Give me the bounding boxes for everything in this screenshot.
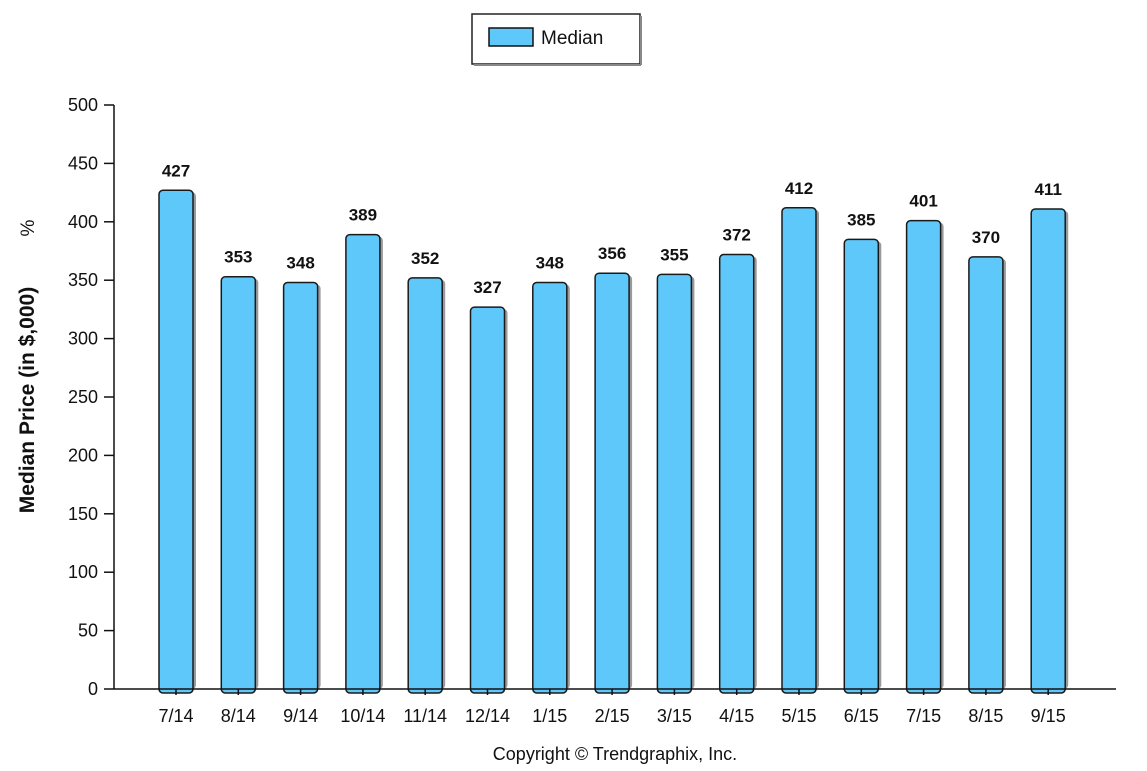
x-tick-label: 1/15 xyxy=(532,706,567,726)
y-tick-label: 50 xyxy=(78,621,98,641)
y-tick-label: 450 xyxy=(68,153,98,173)
bar-value-label: 355 xyxy=(660,245,688,264)
bar-group: 385 xyxy=(843,210,882,694)
bar xyxy=(843,238,880,694)
x-tick-label: 11/14 xyxy=(403,706,447,726)
bar xyxy=(220,275,257,694)
chart-legend: Median xyxy=(471,13,642,66)
bar xyxy=(594,272,630,694)
y-axis-label: Median Price (in $,000) % xyxy=(16,219,39,513)
bar-group: 372 xyxy=(718,226,757,694)
bar-group: 327 xyxy=(469,278,508,694)
bar xyxy=(345,233,381,694)
x-tick-label: 7/15 xyxy=(906,706,941,726)
bar-value-label: 348 xyxy=(536,254,564,273)
bar-value-label: 401 xyxy=(909,192,937,211)
bar-value-label: 389 xyxy=(349,206,377,225)
y-tick-label: 150 xyxy=(68,504,98,524)
bar-group: 412 xyxy=(781,179,819,694)
bar-value-label: 427 xyxy=(162,161,190,180)
bar-group: 356 xyxy=(594,244,633,694)
bar-group: 353 xyxy=(220,248,259,694)
y-axis-title: Median Price (in $,000) xyxy=(16,287,39,513)
bar-group: 348 xyxy=(282,254,321,694)
bar-value-label: 385 xyxy=(847,210,875,229)
bar-group: 355 xyxy=(656,245,695,694)
x-tick-label: 8/15 xyxy=(968,706,1003,726)
bar-group: 427 xyxy=(158,161,196,694)
y-tick-label: 500 xyxy=(68,95,98,115)
x-tick-label: 12/14 xyxy=(465,706,510,726)
x-tick-label: 3/15 xyxy=(657,706,692,726)
y-tick-label: 250 xyxy=(68,387,98,407)
x-tick-label: 7/14 xyxy=(158,706,193,726)
bar-group: 352 xyxy=(407,249,446,694)
bar xyxy=(282,281,319,694)
y-tick-label: 200 xyxy=(68,445,98,465)
x-tick-label: 9/14 xyxy=(283,706,318,726)
y-tick-label: 0 xyxy=(88,679,98,699)
bar xyxy=(469,306,506,694)
bar-group: 389 xyxy=(345,206,383,694)
bar-value-label: 370 xyxy=(972,228,1000,247)
axes: 7/14 8/14 9/14 10/14 11/14 12/14 1/15 2/15 3/15 4… xyxy=(68,95,1116,726)
bar-group: 401 xyxy=(905,192,944,694)
bar xyxy=(532,281,568,694)
y-tick-label: 400 xyxy=(68,212,98,232)
bar xyxy=(718,253,755,694)
legend-label-median: Median xyxy=(541,28,603,49)
bar-value-label: 356 xyxy=(598,244,626,263)
bar xyxy=(1030,208,1066,694)
bar-value-label: 327 xyxy=(473,278,501,297)
bar-value-label: 353 xyxy=(224,248,252,267)
bar xyxy=(656,273,693,694)
y-tick-label: 100 xyxy=(68,562,98,582)
y-tick-label: 300 xyxy=(68,329,98,349)
bar-group: 370 xyxy=(968,228,1006,694)
legend-swatch-median xyxy=(488,27,534,47)
x-tick-label: 8/14 xyxy=(221,706,256,726)
x-tick-label: 6/15 xyxy=(844,706,879,726)
bar xyxy=(968,256,1004,694)
bar xyxy=(407,277,443,694)
x-tick-label: 9/15 xyxy=(1031,706,1066,726)
bar-value-label: 348 xyxy=(286,254,314,273)
bar-group: 411 xyxy=(1030,180,1069,694)
bar-group: 348 xyxy=(532,254,570,694)
bar xyxy=(781,207,817,694)
bars: 427 353 348 389 352 327 348 356 355 372 412 385 401 3… xyxy=(158,161,1069,694)
bar xyxy=(158,189,194,694)
x-tick-label: 10/14 xyxy=(340,706,385,726)
x-tick-label: 2/15 xyxy=(595,706,630,726)
x-tick-label: 5/15 xyxy=(781,706,816,726)
y-tick-label: 350 xyxy=(68,270,98,290)
bar xyxy=(905,219,942,694)
bar-value-label: 352 xyxy=(411,249,439,268)
x-tick-label: 4/15 xyxy=(719,706,754,726)
y-axis-title-suffix: % xyxy=(18,219,39,236)
copyright-notice: Copyright © Trendgraphix, Inc. xyxy=(493,744,737,764)
bar-value-label: 412 xyxy=(785,179,813,198)
bar-value-label: 411 xyxy=(1034,180,1061,199)
bar-value-label: 372 xyxy=(723,226,751,245)
